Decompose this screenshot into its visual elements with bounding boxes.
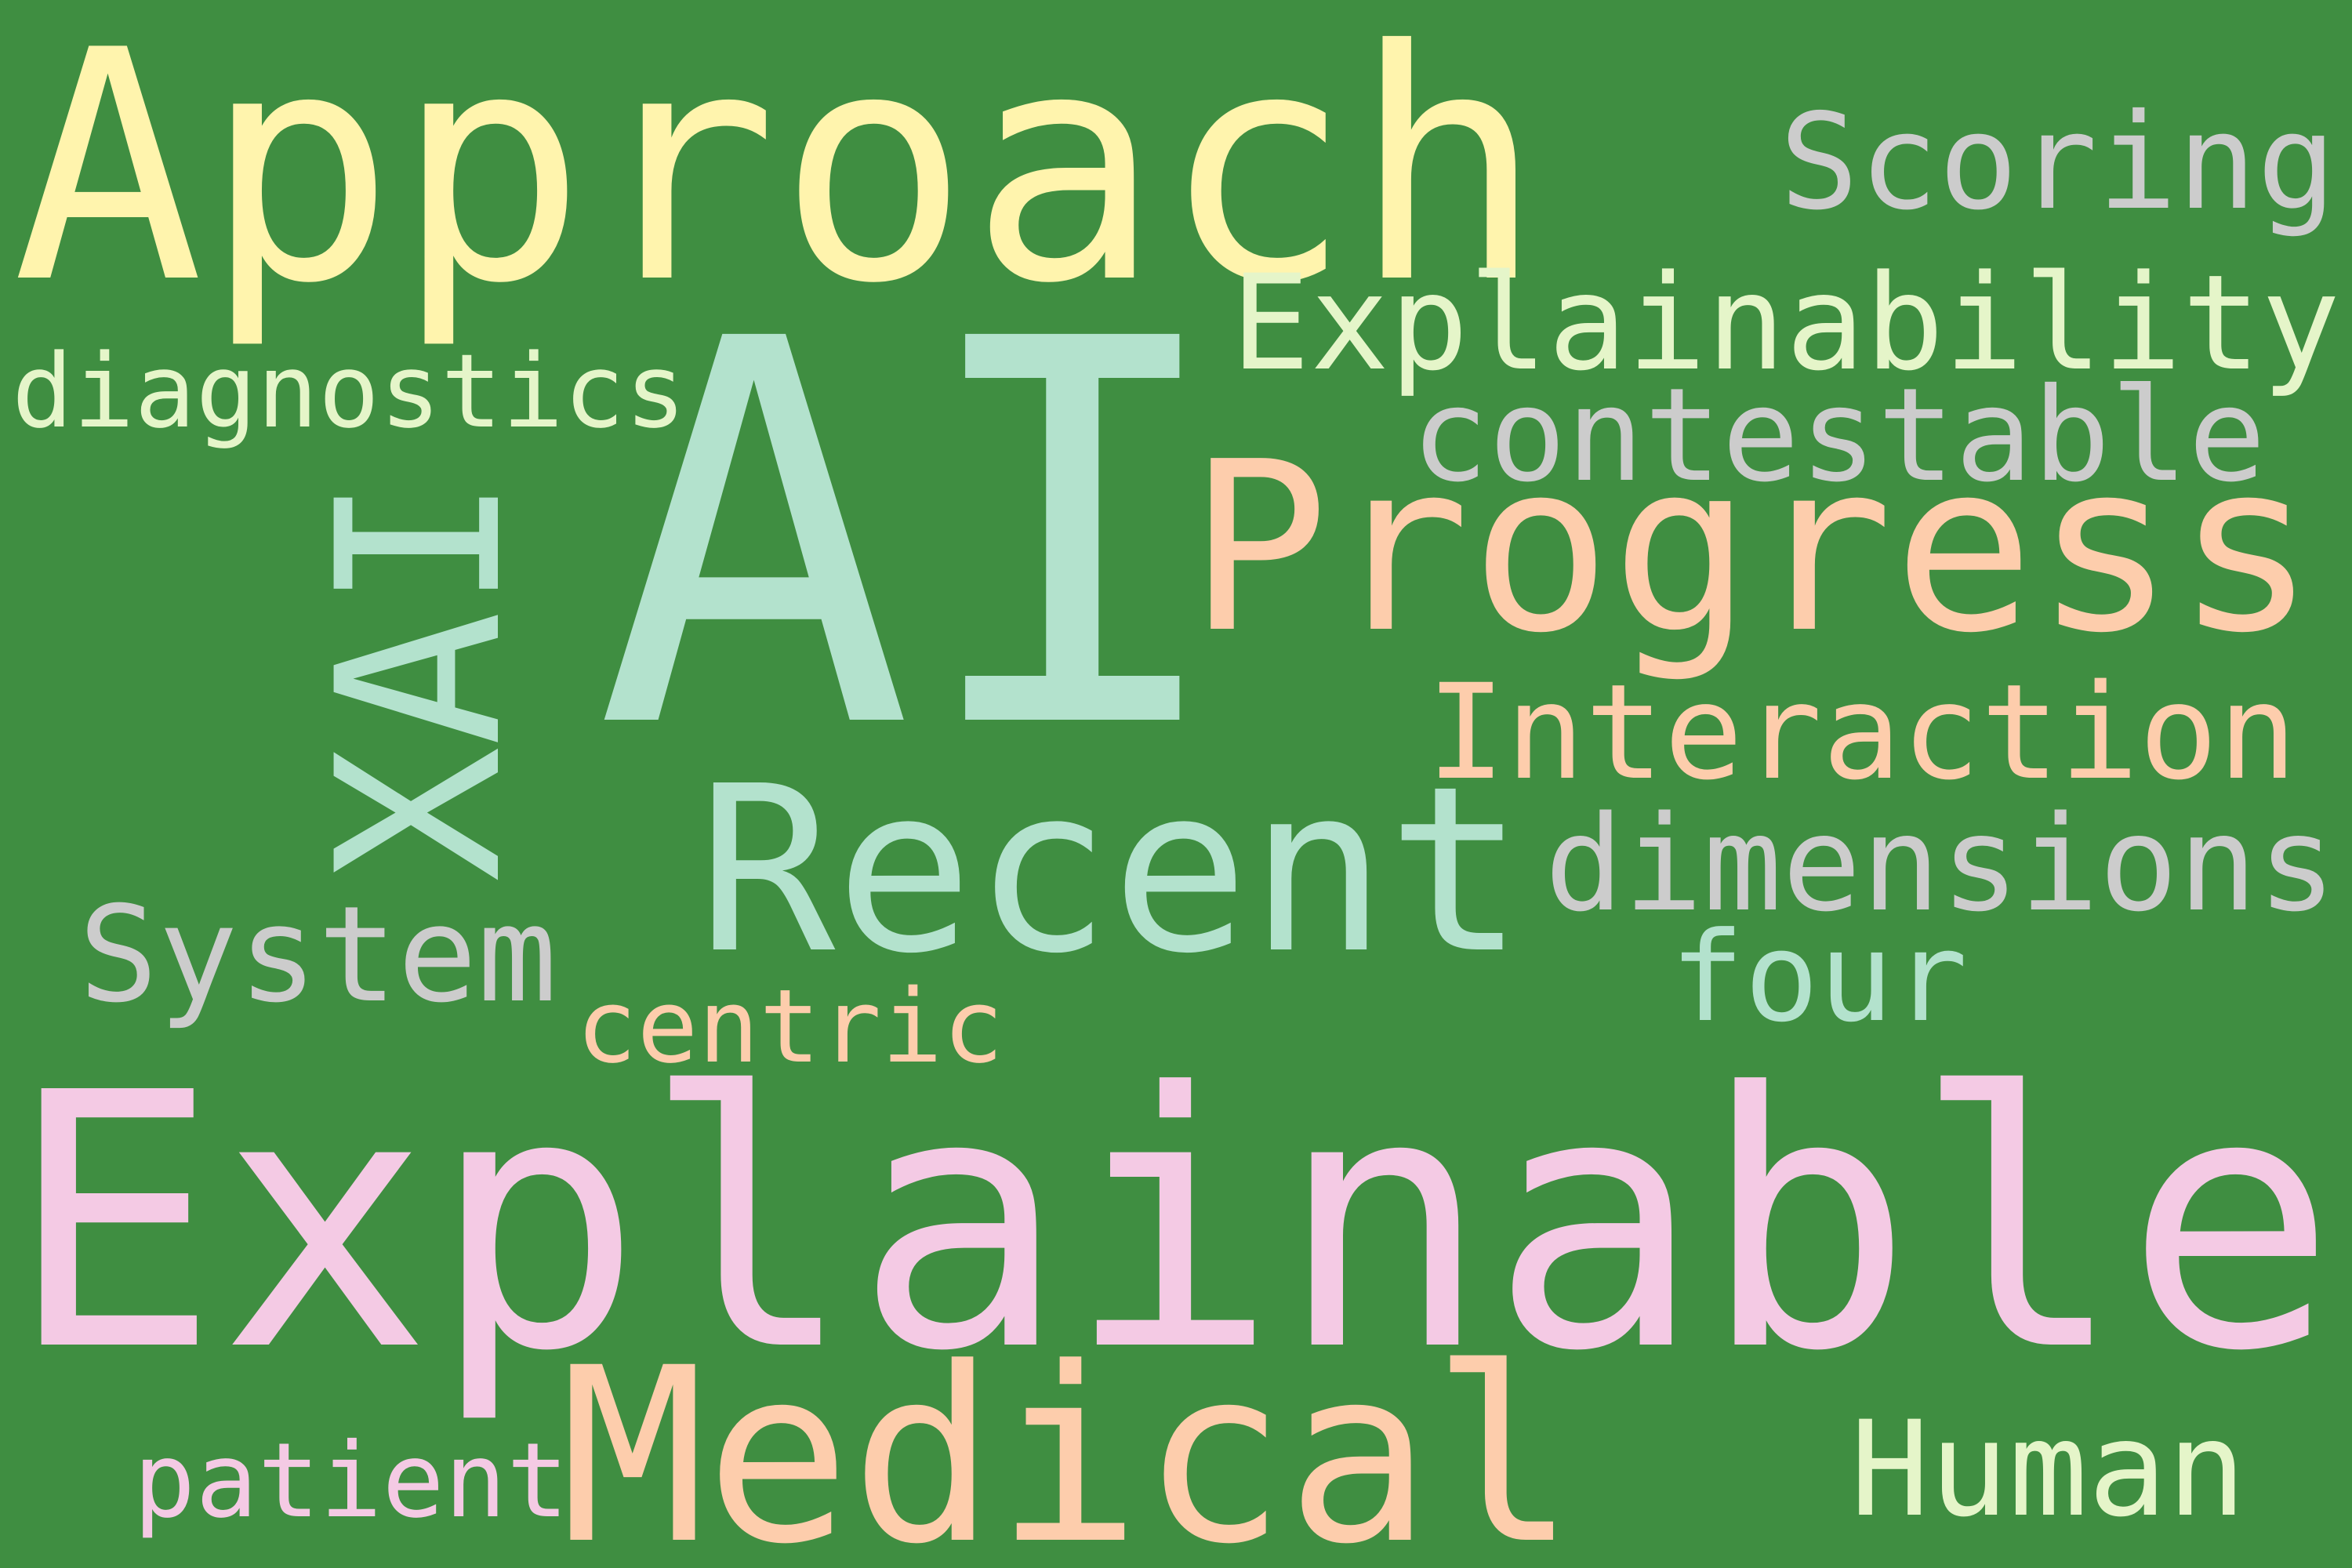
word-human: Human <box>1850 1392 2247 1546</box>
word-centric: centric <box>575 967 1004 1086</box>
word-xai: XAI <box>288 474 551 882</box>
word-contestable: contestable <box>1410 359 2267 510</box>
word-ai: AI <box>594 228 1232 845</box>
word-progress: Progress <box>1188 412 2317 684</box>
word-diagnostics: diagnostics <box>12 332 687 451</box>
word-patient: patient <box>133 1421 569 1541</box>
word-explainable: Explainable <box>7 1018 2337 1428</box>
word-recent: Recent <box>697 737 1526 1004</box>
word-approach: Approach <box>12 0 1544 353</box>
word-medical: Medical <box>560 1315 1577 1568</box>
word-scoring: Scoring <box>1779 85 2337 239</box>
word-explainability: Explainability <box>1231 245 2341 400</box>
word-dimensions: dimensions <box>1544 786 2337 941</box>
word-four: four <box>1670 906 1968 1050</box>
word-system: System <box>78 877 557 1032</box>
word-interaction: Interaction <box>1426 655 2298 809</box>
